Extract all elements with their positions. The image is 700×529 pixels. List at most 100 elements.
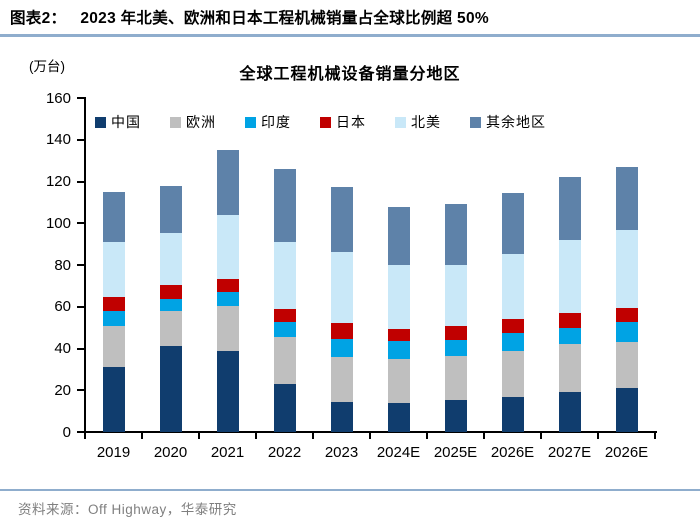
y-axis-tick	[77, 180, 84, 183]
legend-label: 日本	[336, 114, 366, 130]
legend-label: 北美	[411, 114, 441, 130]
bar-segment	[102, 297, 125, 311]
y-axis-tick-label: 60	[54, 298, 71, 316]
y-axis-tick-label: 140	[45, 131, 71, 149]
bar-segment	[615, 307, 638, 323]
legend-label: 中国	[111, 114, 141, 130]
source-label: 资料来源：	[18, 502, 88, 517]
bar-segment	[102, 191, 125, 243]
bar-segment	[387, 328, 410, 342]
bar-segment	[615, 342, 638, 389]
y-axis-tick	[77, 347, 84, 350]
x-axis-tick	[540, 433, 542, 439]
header-divider	[0, 34, 700, 37]
bar-segment	[216, 292, 239, 306]
x-axis-tick-label: 2023	[324, 444, 359, 461]
x-axis-tick	[198, 433, 200, 439]
x-axis-tick	[141, 433, 143, 439]
bar-segment	[159, 284, 182, 300]
bar-segment	[159, 310, 182, 347]
x-axis-tick	[654, 433, 656, 439]
y-axis-tick-label: 80	[54, 256, 71, 274]
bar-segment	[501, 253, 524, 320]
y-axis-tick	[77, 389, 84, 392]
bar-segment	[444, 355, 467, 400]
bar-segment	[444, 340, 467, 356]
source-text: Off Highway，华泰研究	[88, 502, 237, 517]
chart-legend: 中国 欧洲 印度 日本 北美 其余地区	[95, 112, 546, 132]
y-axis-tick	[77, 97, 84, 99]
bar-segment	[273, 308, 296, 323]
bar-segment	[387, 358, 410, 403]
bar-segment	[615, 229, 638, 308]
bar-segment	[330, 323, 353, 340]
bar-segment	[501, 396, 524, 432]
x-axis-tick	[312, 433, 314, 439]
legend-label: 印度	[261, 114, 291, 130]
footer-divider	[0, 489, 700, 491]
legend-swatch-icon	[470, 116, 481, 128]
bar-segment	[501, 192, 524, 254]
y-axis-tick	[77, 305, 84, 308]
y-axis-tick	[77, 222, 84, 225]
legend-swatch-icon	[95, 116, 106, 128]
bar-segment	[273, 168, 296, 243]
bar-segment	[615, 322, 638, 343]
bar-segment	[273, 383, 296, 432]
y-axis-line	[84, 97, 86, 433]
x-axis-tick	[597, 433, 599, 439]
bar-segment	[501, 319, 524, 333]
x-axis-tick-label: 2026E	[604, 444, 649, 461]
x-axis-tick-label: 2020	[153, 444, 188, 461]
figure-number: 图表2：	[10, 10, 67, 27]
bar-segment	[216, 305, 239, 351]
x-axis-tick-label: 2019	[96, 444, 131, 461]
x-axis-tick-label: 2026E	[490, 444, 535, 461]
bar-segment	[501, 350, 524, 397]
bar-segment	[102, 367, 125, 432]
bar-segment	[216, 150, 239, 215]
y-axis-tick-label: 20	[54, 381, 71, 399]
x-axis-tick	[84, 433, 86, 439]
x-axis-tick-label: 2027E	[547, 444, 592, 461]
bar-segment	[159, 299, 182, 311]
y-axis-tick-label: 120	[45, 173, 71, 190]
x-axis-tick	[369, 433, 371, 439]
y-axis-tick-label: 160	[45, 89, 71, 107]
bar-segment	[159, 232, 182, 285]
bar-segment	[558, 392, 581, 432]
bar-segment	[558, 239, 581, 313]
x-axis-tick-label: 2024E	[376, 444, 421, 461]
bar-segment	[387, 402, 410, 432]
bar-segment	[102, 325, 125, 368]
figure-title: 2023 年北美、欧洲和日本工程机械销量占全球比例超 50%	[80, 10, 489, 27]
y-axis-unit-label: (万台)	[29, 59, 65, 74]
bar-segment	[216, 350, 239, 432]
bar-segment	[558, 327, 581, 345]
bar-segment	[558, 177, 581, 240]
y-axis-tick	[77, 431, 84, 433]
bar-segment	[330, 252, 353, 324]
figure-header: 图表2： 2023 年北美、欧洲和日本工程机械销量占全球比例超 50%	[10, 6, 489, 28]
x-axis-tick-label: 2021	[210, 444, 245, 461]
bar-segment	[558, 313, 581, 328]
x-axis-tick	[426, 433, 428, 439]
legend-item: 北美	[395, 112, 441, 132]
legend-item: 印度	[245, 112, 291, 132]
bar-segment	[558, 344, 581, 393]
bar-segment	[273, 322, 296, 338]
y-axis-tick-label: 40	[54, 340, 71, 357]
bar-segment	[444, 399, 467, 432]
y-axis-tick	[77, 138, 84, 141]
legend-item: 欧洲	[170, 112, 216, 132]
bar-segment	[273, 337, 296, 384]
legend-label: 其余地区	[486, 114, 546, 130]
bar-segment	[330, 356, 353, 402]
legend-swatch-icon	[320, 116, 331, 128]
x-axis-line	[84, 431, 657, 433]
bar-segment	[330, 339, 353, 357]
bar-segment	[102, 242, 125, 298]
bar-segment	[330, 186, 353, 253]
bar-segment	[387, 206, 410, 265]
bar-segment	[216, 278, 239, 293]
